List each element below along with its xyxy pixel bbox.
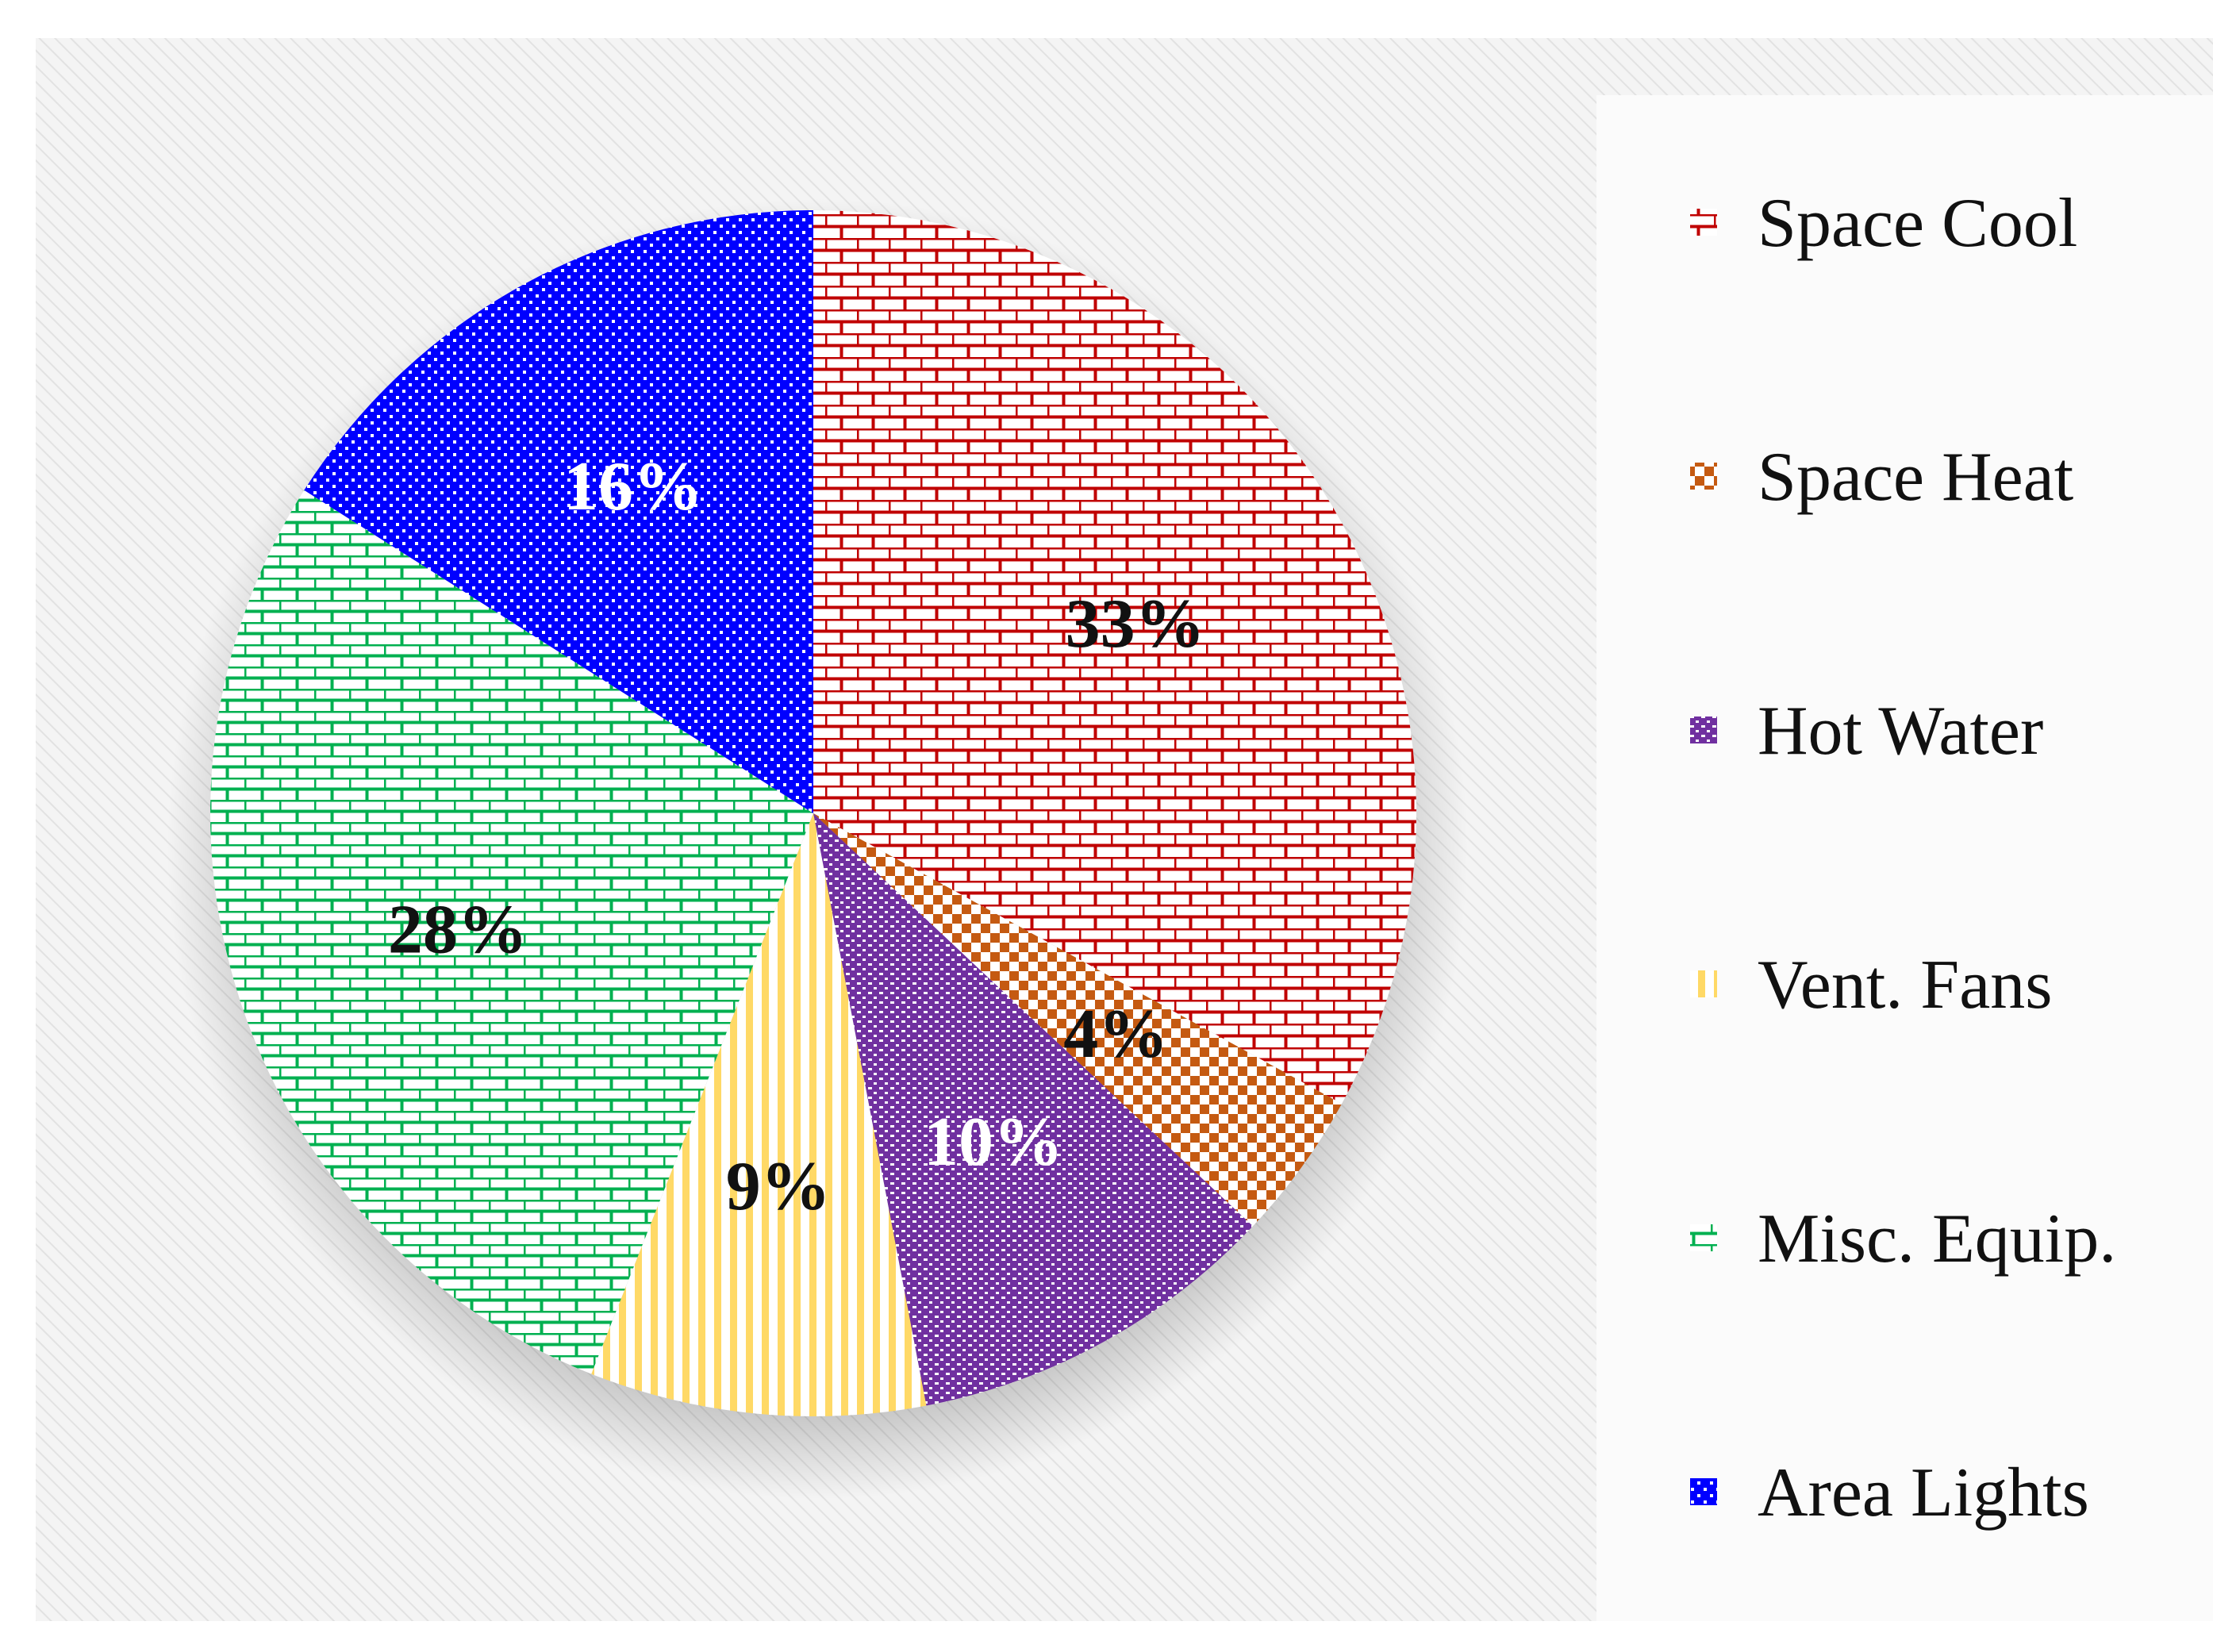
slice-label-vent-fans: 9% [726,1148,831,1225]
slice-label-area-lights: 16% [563,448,703,525]
hbrick-swatch-icon [1690,1224,1717,1251]
slice-label-space-heat: 4% [1063,996,1168,1073]
grid-swatch-icon [1690,1478,1717,1505]
slice-label-hot-water: 10% [924,1104,1063,1181]
pie-labels: 33% 4%10% 9% 28% 16% [388,448,1205,1225]
legend-label: Space Heat [1758,439,2073,516]
legend-item-hot-water: Hot Water [1690,693,2043,770]
legend: Space Cool Space Heat Hot Water Vent. Fans M… [1690,185,2116,1531]
checker-swatch-icon [1690,463,1717,490]
legend-label: Vent. Fans [1758,947,2053,1024]
vlines-swatch-icon [1690,970,1717,997]
legend-item-space-cool: Space Cool [1690,185,2077,262]
legend-item-misc-equip: Misc. Equip. [1690,1201,2116,1277]
legend-item-area-lights: Area Lights [1690,1454,2089,1531]
legend-label: Area Lights [1758,1454,2089,1531]
pie-slice-space-cool [813,210,1416,1105]
legend-item-vent-fans: Vent. Fans [1690,947,2053,1024]
legend-label: Misc. Equip. [1758,1201,2116,1277]
slice-label-misc-equip: 28% [388,892,528,969]
pie-slice-misc-equip [210,490,813,1374]
slice-label-space-cool: 33% [1066,586,1205,663]
pie-slice-hot-water [813,813,1253,1406]
dots-swatch-icon [1690,717,1717,743]
legend-label: Space Cool [1758,185,2077,262]
pie-slice-space-heat [813,813,1342,1227]
brick-swatch-icon [1690,209,1717,236]
legend-label: Hot Water [1758,693,2043,770]
legend-item-space-heat: Space Heat [1690,439,2073,516]
pie-slice-area-lights [304,210,813,813]
pie-slices [210,210,1416,1416]
pie-slice-vent-fans [591,813,927,1416]
